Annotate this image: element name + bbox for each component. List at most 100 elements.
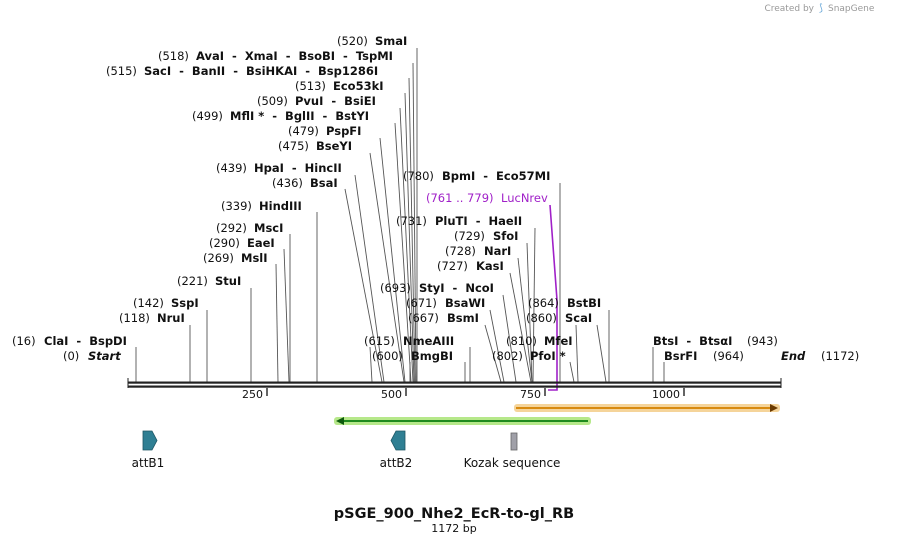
site-pos: (339): [221, 199, 252, 213]
feature-orange-arrow[interactable]: [514, 404, 780, 412]
site-label[interactable]: AvaI - XmaI - BsoBI - TspMI: [196, 49, 393, 63]
site-label[interactable]: HindIII: [259, 199, 302, 213]
attb1-arrow-icon: [142, 430, 158, 451]
credit-brand: SnapGene: [828, 4, 875, 14]
site-pos: (118): [119, 311, 150, 325]
site-label[interactable]: KasI: [476, 259, 504, 273]
plasmid-title: pSGE_900_Nhe2_EcR-to-gl_RB: [334, 506, 574, 522]
site-label[interactable]: ScaI: [565, 311, 592, 325]
site-pos: (964): [713, 349, 744, 363]
ruler-tick-label: 750: [520, 388, 541, 401]
snapgene-logo-icon: ⟆: [819, 3, 823, 14]
feature-label: Kozak sequence: [464, 456, 561, 470]
site-pos: (860): [526, 311, 557, 325]
site-pos: (439): [216, 161, 247, 175]
site-pos: (780): [403, 169, 434, 183]
site-label[interactable]: NarI: [484, 244, 511, 258]
site-pos: (292): [216, 221, 247, 235]
site-label[interactable]: NruI: [157, 311, 185, 325]
credit-prefix: Created by: [764, 4, 814, 14]
site-label[interactable]: SmaI: [375, 34, 407, 48]
site-label[interactable]: StuI: [215, 274, 241, 288]
site-labels-right: (780) BpmI - Eco57MI (731) PluTI - HaeII…: [364, 169, 859, 363]
site-pos: (731): [396, 214, 427, 228]
site-leader-lines: [135, 48, 665, 383]
ruler-tick-label: 250: [242, 388, 263, 401]
site-label[interactable]: BsaI: [310, 176, 338, 190]
site-pos: (1172): [821, 349, 859, 363]
site-pos: (615): [364, 334, 395, 348]
site-pos: (729): [454, 229, 485, 243]
feature-label: attB2: [380, 456, 413, 470]
site-label[interactable]: PspFI: [326, 124, 361, 138]
kozak-box-icon: [510, 432, 518, 451]
site-pos: (142): [133, 296, 164, 310]
feature-attb1[interactable]: attB1: [132, 430, 165, 470]
site-label[interactable]: MflI * - BglII - BstYI: [230, 109, 369, 123]
site-label[interactable]: BsaWI: [445, 296, 485, 310]
primer-lucnrev[interactable]: (761 .. 779) LucNrev: [426, 191, 558, 391]
site-pos: (727): [437, 259, 468, 273]
sequence-backbone[interactable]: [127, 378, 782, 388]
site-label[interactable]: BpmI - Eco57MI: [442, 169, 550, 183]
site-pos: (509): [257, 94, 288, 108]
feature-kozak[interactable]: Kozak sequence: [464, 432, 561, 470]
site-label[interactable]: PvuI - BsiEI: [295, 94, 376, 108]
attb2-arrow-icon: [390, 430, 406, 451]
site-label[interactable]: SacI - BanII - BsiHKAI - Bsp1286I: [144, 64, 378, 78]
site-pos: (728): [445, 244, 476, 258]
site-pos: (515): [106, 64, 137, 78]
site-label[interactable]: MslI: [241, 251, 268, 265]
site-pos: (499): [192, 109, 223, 123]
site-pos: (479): [288, 124, 319, 138]
site-label[interactable]: MscI: [254, 221, 283, 235]
site-pos: (693): [380, 281, 411, 295]
site-label[interactable]: SfoI: [493, 229, 518, 243]
site-pos: (513): [295, 79, 326, 93]
site-pos: (667): [408, 311, 439, 325]
site-label[interactable]: HpaI - HincII: [254, 161, 342, 175]
plasmid-length: 1172 bp: [431, 522, 476, 535]
site-label[interactable]: BmgBI: [411, 349, 453, 363]
feature-label: attB1: [132, 456, 165, 470]
end-label: End: [781, 349, 806, 363]
site-pos: (290): [209, 236, 240, 250]
site-pos: (600): [372, 349, 403, 363]
ruler-tick-label: 1000: [652, 388, 680, 401]
site-pos: (16): [12, 334, 36, 348]
site-pos: (864): [528, 296, 559, 310]
site-label[interactable]: BsrFI: [664, 349, 697, 363]
primer-pos: (761 .. 779): [426, 191, 494, 205]
site-label[interactable]: SspI: [171, 296, 199, 310]
site-label[interactable]: BtsI - BtsαI: [653, 334, 732, 348]
site-label[interactable]: ClaI - BspDI: [44, 334, 127, 348]
site-label[interactable]: BseYI: [316, 139, 352, 153]
site-pos: (269): [203, 251, 234, 265]
site-label[interactable]: PfoI *: [530, 349, 566, 363]
feature-attb2[interactable]: attB2: [380, 430, 413, 470]
site-label[interactable]: BsmI: [447, 311, 479, 325]
site-label[interactable]: MfeI: [544, 334, 573, 348]
site-pos: (802): [492, 349, 523, 363]
ruler: 250 500 750 1000: [242, 388, 685, 401]
snapgene-credit: Created by ⟆ SnapGene: [764, 3, 874, 14]
ruler-tick-label: 500: [381, 388, 402, 401]
primer-name: LucNrev: [501, 191, 548, 205]
site-pos: (671): [406, 296, 437, 310]
site-pos: (810): [506, 334, 537, 348]
start-label: Start: [88, 349, 121, 363]
feature-green-arrow[interactable]: [334, 417, 591, 425]
site-label[interactable]: StyI - NcoI: [419, 281, 494, 295]
site-label[interactable]: EaeI: [247, 236, 275, 250]
site-label[interactable]: NmeAIII: [403, 334, 454, 348]
site-pos: (475): [278, 139, 309, 153]
site-labels-left: (520) SmaI (518) AvaI - XmaI - BsoBI - T…: [12, 34, 407, 363]
site-pos: (518): [158, 49, 189, 63]
site-label[interactable]: PluTI - HaeII: [435, 214, 522, 228]
site-label[interactable]: Eco53kI: [333, 79, 384, 93]
site-pos: (943): [747, 334, 778, 348]
site-pos: (520): [337, 34, 368, 48]
site-pos: (436): [272, 176, 303, 190]
site-label[interactable]: BstBI: [567, 296, 601, 310]
